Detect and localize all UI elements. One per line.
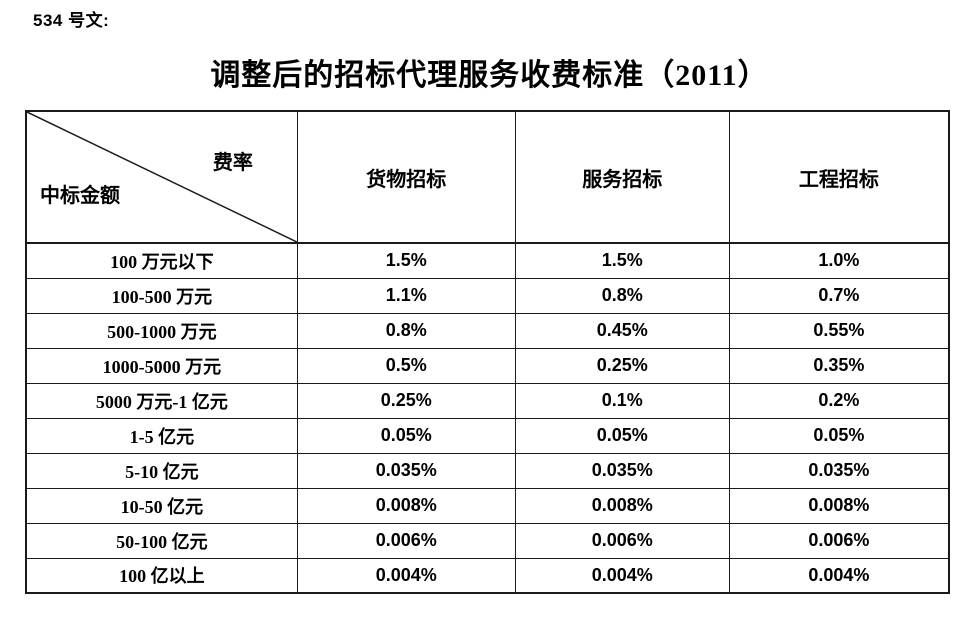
column-header-goods: 货物招标	[296, 110, 516, 244]
rate-value: 0.35%	[728, 347, 950, 384]
rate-value: 0.008%	[514, 487, 730, 524]
page-title: 调整后的招标代理服务收费标准（2011）	[210, 59, 769, 92]
corner-label-amount: 中标金额	[40, 185, 120, 207]
row-label: 1-5 亿元	[25, 417, 298, 454]
table-row: 5-10 亿元 0.035% 0.035% 0.035%	[25, 452, 950, 489]
rate-value: 0.8%	[296, 312, 516, 349]
rate-value: 0.035%	[296, 452, 516, 489]
table-row: 500-1000 万元 0.8% 0.45% 0.55%	[25, 312, 950, 349]
rate-value: 0.006%	[514, 522, 730, 559]
rate-value: 0.004%	[514, 557, 730, 594]
rate-value: 0.25%	[296, 382, 516, 419]
rate-value: 0.008%	[296, 487, 516, 524]
table-row: 50-100 亿元 0.006% 0.006% 0.006%	[25, 522, 950, 559]
rate-value: 0.035%	[514, 452, 730, 489]
rate-value: 1.0%	[728, 242, 950, 279]
diagonal-divider-line	[27, 112, 297, 242]
rate-value: 0.55%	[728, 312, 950, 349]
rate-value: 0.004%	[296, 557, 516, 594]
rate-value: 1.5%	[514, 242, 730, 279]
rate-value: 0.035%	[728, 452, 950, 489]
rate-value: 0.05%	[728, 417, 950, 454]
rate-value: 0.1%	[514, 382, 730, 419]
table-row: 100 万元以下 1.5% 1.5% 1.0%	[25, 242, 950, 279]
rate-value: 0.5%	[296, 347, 516, 384]
row-label: 5-10 亿元	[25, 452, 298, 489]
table-row: 5000 万元-1 亿元 0.25% 0.1% 0.2%	[25, 382, 950, 419]
row-label: 1000-5000 万元	[25, 347, 298, 384]
rate-value: 0.45%	[514, 312, 730, 349]
table-row: 100-500 万元 1.1% 0.8% 0.7%	[25, 277, 950, 314]
rate-value: 0.006%	[728, 522, 950, 559]
row-label: 10-50 亿元	[25, 487, 298, 524]
row-label: 50-100 亿元	[25, 522, 298, 559]
doc-number-label: 534 号文:	[33, 11, 110, 30]
rate-value: 0.8%	[514, 277, 730, 314]
row-label: 500-1000 万元	[25, 312, 298, 349]
row-label: 100 亿以上	[25, 557, 298, 594]
rate-value: 0.7%	[728, 277, 950, 314]
row-label: 100 万元以下	[25, 242, 298, 279]
rate-value: 0.2%	[728, 382, 950, 419]
rate-value: 0.25%	[514, 347, 730, 384]
rate-value: 0.05%	[296, 417, 516, 454]
row-label: 5000 万元-1 亿元	[25, 382, 298, 419]
row-label: 100-500 万元	[25, 277, 298, 314]
rate-value: 1.5%	[296, 242, 516, 279]
fee-rate-table: 费率 中标金额 货物招标 服务招标 工程招标 100 万元以下 1.5% 1.5…	[25, 110, 950, 594]
table-row: 100 亿以上 0.004% 0.004% 0.004%	[25, 557, 950, 594]
column-header-engineering: 工程招标	[728, 110, 950, 244]
column-header-service: 服务招标	[514, 110, 730, 244]
corner-label-rate: 费率	[212, 152, 253, 174]
corner-header-cell: 费率 中标金额	[25, 110, 298, 244]
rate-value: 0.05%	[514, 417, 730, 454]
rate-value: 1.1%	[296, 277, 516, 314]
rate-value: 0.004%	[728, 557, 950, 594]
table-row: 1-5 亿元 0.05% 0.05% 0.05%	[25, 417, 950, 454]
rate-value: 0.006%	[296, 522, 516, 559]
table-header-row: 费率 中标金额 货物招标 服务招标 工程招标	[25, 110, 950, 244]
table-row: 1000-5000 万元 0.5% 0.25% 0.35%	[25, 347, 950, 384]
rate-value: 0.008%	[728, 487, 950, 524]
table-row: 10-50 亿元 0.008% 0.008% 0.008%	[25, 487, 950, 524]
